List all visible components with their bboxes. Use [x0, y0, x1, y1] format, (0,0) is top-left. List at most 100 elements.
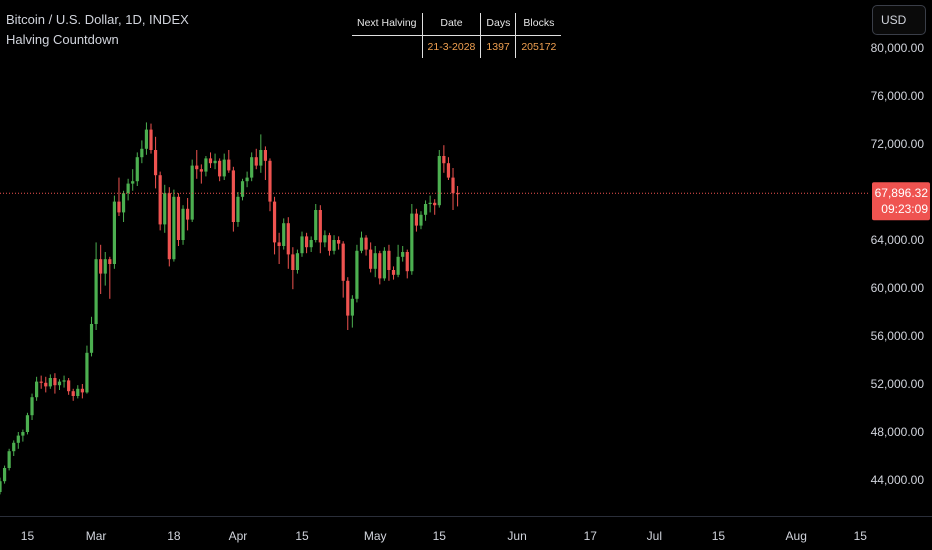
- candle: [140, 140, 144, 164]
- candle: [259, 134, 263, 173]
- candle-body: [108, 259, 112, 264]
- candle-body: [405, 252, 409, 272]
- candle: [44, 376, 48, 393]
- indicator-title[interactable]: Halving Countdown: [6, 32, 119, 47]
- header-blocks: Blocks: [515, 13, 562, 36]
- candle-body: [314, 210, 318, 240]
- candlestick-series: [0, 122, 460, 495]
- candle: [108, 256, 112, 299]
- candle: [176, 193, 181, 246]
- candle: [186, 198, 190, 231]
- candle-body: [199, 169, 203, 172]
- candle-body: [423, 204, 428, 215]
- candle-body: [291, 254, 295, 270]
- table-header-row: Next Halving Date Days Blocks: [352, 13, 562, 36]
- candle: [195, 150, 199, 179]
- candle-body: [172, 196, 176, 260]
- candle-body: [419, 214, 423, 226]
- candle: [208, 152, 213, 168]
- candle-body: [71, 391, 75, 396]
- candle: [213, 153, 217, 170]
- candle: [314, 204, 318, 243]
- candle-body: [186, 208, 190, 220]
- candle-body: [222, 159, 226, 177]
- candle: [222, 153, 226, 180]
- candle: [300, 231, 304, 257]
- candle-body: [268, 160, 272, 202]
- candle: [378, 250, 382, 285]
- candle-body: [414, 213, 419, 226]
- candle-body: [57, 381, 62, 386]
- candle: [89, 316, 94, 357]
- price-tick-label: 52,000.00: [871, 377, 925, 391]
- candle-body: [62, 380, 66, 382]
- currency-button[interactable]: USD: [872, 5, 926, 35]
- price-tick-label: 80,000.00: [871, 41, 925, 55]
- candle-body: [391, 270, 396, 275]
- candle: [341, 241, 345, 298]
- candle: [48, 374, 52, 389]
- cell-empty: [352, 36, 422, 59]
- candle-body: [163, 193, 167, 225]
- candle: [446, 157, 451, 180]
- candle-body: [323, 235, 327, 243]
- candle: [158, 171, 162, 231]
- candle-body: [240, 181, 245, 197]
- halving-countdown-table: Next Halving Date Days Blocks 21-3-2028 …: [352, 13, 562, 59]
- candle: [304, 232, 309, 254]
- candle: [218, 158, 222, 182]
- candle: [231, 166, 235, 232]
- candle-body: [121, 193, 126, 213]
- candle: [295, 249, 300, 274]
- candle: [121, 190, 126, 222]
- time-tick-label: 15: [21, 529, 35, 543]
- cell-days: 1397: [480, 35, 516, 58]
- candle: [396, 244, 400, 278]
- price-tick-label: 44,000.00: [871, 473, 925, 487]
- candle-body: [437, 156, 441, 206]
- candle-body: [30, 397, 34, 416]
- candle-body: [350, 298, 354, 316]
- candle-body: [131, 181, 135, 184]
- time-tick-label: Mar: [86, 529, 107, 543]
- candle: [346, 277, 350, 330]
- candle: [437, 150, 441, 208]
- candle-body: [76, 388, 80, 396]
- candle: [135, 152, 139, 186]
- candle-body: [327, 235, 332, 251]
- candle-body: [373, 253, 377, 269]
- candle: [2, 465, 7, 484]
- candle-body: [286, 223, 290, 255]
- candle: [410, 204, 414, 275]
- candle-body: [2, 468, 7, 482]
- candle-body: [304, 236, 309, 248]
- candle-body: [254, 157, 258, 166]
- candle: [12, 440, 16, 456]
- candle: [0, 477, 2, 495]
- candle: [94, 242, 98, 330]
- candle-body: [433, 202, 437, 206]
- symbol-title[interactable]: Bitcoin / U.S. Dollar, 1D, INDEX: [6, 12, 189, 27]
- candle-body: [378, 253, 382, 279]
- candle: [149, 123, 153, 154]
- last-price-label: 67,896.32 09:23:09: [872, 182, 930, 221]
- candle-body: [213, 160, 217, 164]
- candle-body: [35, 381, 39, 398]
- candle-body: [140, 148, 144, 158]
- candle: [455, 186, 460, 207]
- time-axis[interactable]: 15 Mar 18 Apr 15 May 15 Jun 17 Jul 15 Aug 15: [21, 529, 867, 543]
- cell-blocks: 205172: [515, 35, 562, 58]
- candle-body: [89, 324, 94, 353]
- candle: [272, 196, 277, 255]
- last-price-value: 67,896.32: [875, 186, 929, 200]
- candle: [103, 252, 107, 286]
- candle-body: [218, 160, 222, 177]
- candle-body: [12, 442, 16, 452]
- time-tick-label: 18: [167, 529, 181, 543]
- candle: [199, 164, 203, 184]
- candle-body: [410, 213, 414, 272]
- candle-body: [442, 156, 446, 164]
- candle-body: [190, 165, 194, 220]
- price-axis[interactable]: 44,000.00 48,000.00 52,000.00 56,000.00 60,0…: [871, 41, 925, 487]
